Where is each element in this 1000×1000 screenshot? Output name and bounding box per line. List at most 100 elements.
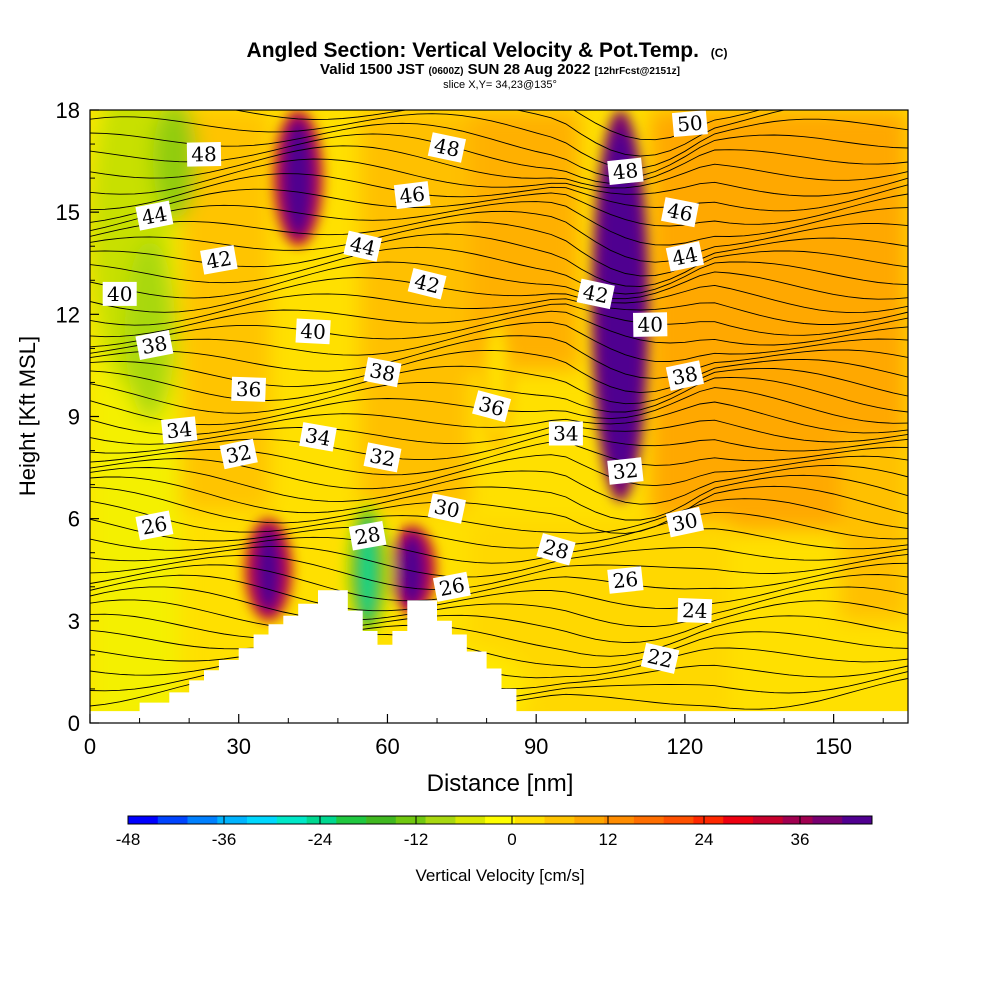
colorbar-swatch bbox=[514, 816, 545, 824]
isentrope-line bbox=[90, 485, 908, 534]
isentrope-label-box bbox=[665, 241, 705, 272]
wind-feature-0 bbox=[292, 130, 305, 226]
title-tag: (C) bbox=[711, 46, 728, 60]
isentrope-label-text: 32 bbox=[611, 458, 639, 485]
isentrope-line bbox=[90, 464, 908, 505]
isentrope-label: 38 bbox=[135, 329, 174, 361]
colorbar-tick-label: 0 bbox=[507, 830, 516, 849]
isentrope-label-text: 34 bbox=[553, 422, 578, 446]
isentrope-label-text: 24 bbox=[682, 598, 708, 623]
isentrope-line bbox=[90, 158, 908, 197]
isentrope-label-text: 46 bbox=[665, 198, 695, 226]
isentrope-label: 42 bbox=[407, 267, 447, 300]
isentrope-label-box bbox=[536, 533, 576, 566]
subtitle-date: SUN 28 Aug 2022 bbox=[468, 61, 591, 78]
y-tick-label: 18 bbox=[56, 98, 80, 123]
isentrope-label: 46 bbox=[661, 197, 699, 228]
isentrope-label: 38 bbox=[665, 360, 705, 391]
isentrope-label: 26 bbox=[135, 510, 174, 541]
isentrope-line bbox=[90, 221, 908, 277]
x-tick-label: 120 bbox=[667, 734, 704, 759]
x-tick-label: 150 bbox=[815, 734, 852, 759]
isentrope-label-text: 26 bbox=[140, 511, 170, 539]
isentrope-label-text: 40 bbox=[637, 312, 663, 336]
isentrope-line bbox=[90, 110, 787, 157]
isentrope-line bbox=[90, 321, 908, 362]
colorbar-tick-label: -12 bbox=[404, 830, 429, 849]
colorbar-swatch bbox=[276, 816, 307, 824]
isentrope-label: 36 bbox=[472, 390, 512, 423]
isentrope-label-box bbox=[632, 312, 668, 337]
colorbar-swatch bbox=[187, 816, 218, 824]
isentrope-label-box bbox=[607, 566, 644, 594]
y-axis-label: Height [Kft MSL] bbox=[15, 336, 40, 496]
isentrope-line bbox=[90, 562, 908, 602]
isentrope-label-text: 44 bbox=[348, 232, 378, 261]
isentropes bbox=[90, 110, 908, 710]
isentrope-label-box bbox=[671, 110, 708, 138]
isentrope-label-text: 46 bbox=[398, 182, 426, 209]
isentrope-label: 46 bbox=[393, 181, 431, 210]
colorbar-tick-label: 24 bbox=[695, 830, 714, 849]
colorbar-tick-label: -24 bbox=[308, 830, 333, 849]
isentrope-label-box bbox=[407, 267, 447, 300]
colorbar-tick-label: -48 bbox=[116, 830, 141, 849]
colorbar-swatch bbox=[336, 816, 367, 824]
isentrope-label-text: 34 bbox=[303, 423, 332, 451]
colorbar-swatch bbox=[574, 816, 605, 824]
isentrope-label-box bbox=[677, 598, 713, 624]
isentrope-label: 22 bbox=[640, 642, 680, 674]
isentrope-line bbox=[90, 511, 908, 549]
isentrope-line bbox=[90, 401, 908, 436]
isentrope-label: 32 bbox=[607, 457, 644, 485]
isentrope-label: 42 bbox=[200, 245, 238, 275]
isentrope-label-box bbox=[135, 200, 174, 231]
isentrope-line bbox=[90, 201, 908, 246]
isentrope-label: 30 bbox=[427, 493, 467, 524]
colorbar: -48 -36 -24 -12 0 12 24 36 bbox=[116, 815, 873, 849]
isentrope-label-text: 32 bbox=[224, 440, 254, 469]
colorbar-swatch bbox=[425, 816, 456, 824]
isentrope-line bbox=[90, 113, 908, 169]
isentrope-label-box bbox=[640, 642, 680, 674]
isentrope-label-box bbox=[665, 360, 705, 391]
isentrope-label-text: 30 bbox=[670, 508, 700, 537]
isentrope-line bbox=[90, 498, 908, 534]
x-tick-label: 90 bbox=[524, 734, 548, 759]
isentrope-line bbox=[90, 335, 908, 379]
colorbar-swatch bbox=[842, 816, 873, 824]
isentrope-label-box bbox=[548, 421, 583, 446]
isentrope-label: 44 bbox=[343, 230, 382, 262]
isentrope-label-text: 22 bbox=[645, 644, 675, 673]
isentrope-line bbox=[90, 277, 908, 314]
colorbar-swatch bbox=[723, 816, 754, 824]
isentrope-label-box bbox=[432, 571, 471, 602]
colorbar-swatch bbox=[633, 816, 664, 824]
x-axis: 0 30 60 90 120 150 bbox=[84, 714, 884, 759]
isentrope-label: 38 bbox=[363, 357, 402, 388]
isentrope-label-text: 44 bbox=[140, 201, 170, 229]
isentrope-line bbox=[90, 546, 908, 578]
colorbar-swatch bbox=[217, 816, 248, 824]
wind-feature-1 bbox=[262, 533, 275, 606]
isentrope-label-text: 30 bbox=[432, 494, 462, 523]
colorbar-swatch bbox=[157, 816, 188, 824]
isentrope-label-box bbox=[576, 278, 615, 310]
isentrope-line bbox=[90, 349, 908, 394]
y-tick-label: 9 bbox=[68, 405, 80, 430]
isentrope-label-box bbox=[427, 493, 467, 524]
colorbar-swatch bbox=[782, 816, 813, 824]
colorbar-swatch bbox=[753, 816, 784, 824]
isentrope-label-text: 40 bbox=[300, 319, 327, 344]
isentrope-line bbox=[90, 376, 908, 414]
x-tick-label: 0 bbox=[84, 734, 96, 759]
isentrope-line bbox=[90, 293, 908, 326]
x-axis-label: Distance [nm] bbox=[427, 770, 574, 797]
isentrope-label-box bbox=[363, 357, 402, 388]
subtitle-forecast: [12hrFcst@2151z] bbox=[595, 66, 680, 77]
isentrope-label-text: 40 bbox=[107, 282, 132, 306]
isentrope-line bbox=[90, 528, 908, 564]
isentrope-label: 40 bbox=[102, 281, 137, 306]
isentrope-label-text: 42 bbox=[204, 246, 233, 274]
